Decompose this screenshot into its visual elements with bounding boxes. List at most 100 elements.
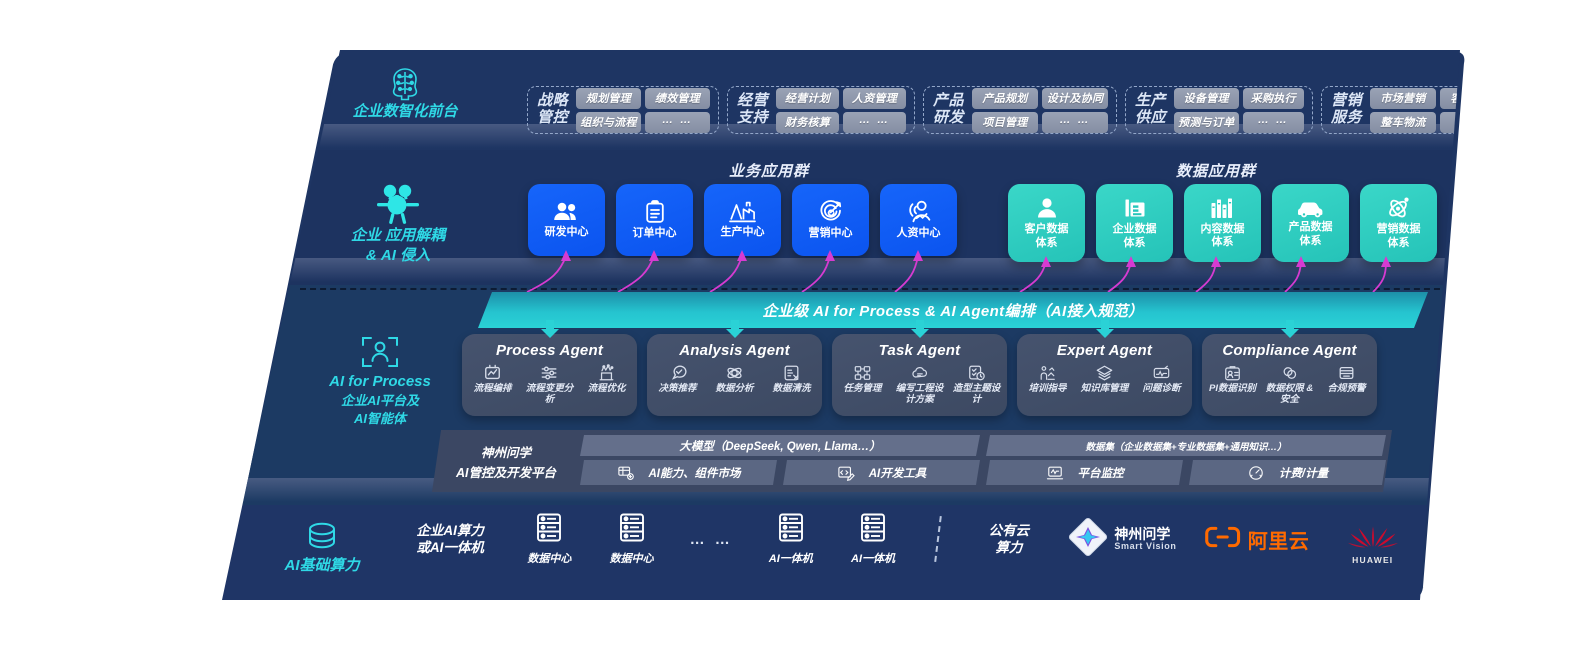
car-icon — [1296, 198, 1326, 218]
ai-orchestration-banner[interactable]: 企业级 AI for Process & AI Agent编排（AI接入规范） — [478, 292, 1428, 328]
agent-capability[interactable]: 流程编排 — [465, 364, 520, 406]
diagnose-icon — [1152, 364, 1171, 382]
domain-chip[interactable]: 绩效管理 — [645, 87, 710, 109]
platform-cell-dev-tool[interactable]: AI开发工具 — [783, 460, 980, 485]
domain-chip[interactable]: 财务核算 — [776, 111, 839, 133]
data-card-label: 客户数据 体系 — [1024, 223, 1069, 249]
aliyun-logo — [1204, 525, 1244, 554]
domain-group-strategy[interactable]: 战略 管控 规划管理 绩效管理 组织与流程 … … — [527, 86, 719, 134]
infra-node-datacenter-1[interactable]: 数据中心 — [508, 512, 590, 567]
agent-capability[interactable]: 数据分析 — [707, 364, 762, 395]
data-group-title: 数据应用群 — [1176, 163, 1257, 180]
agent-capability[interactable]: 问题诊断 — [1134, 364, 1189, 395]
platform-cell-billing[interactable]: 计费/计量 — [1189, 460, 1386, 485]
data-card-customer[interactable]: 客户数据 体系 — [1008, 184, 1085, 262]
platform-dataset-bar[interactable]: 数据集（企业数据集+专业数据集+通用知识…） — [986, 435, 1386, 456]
platform-cell-label: AI开发工具 — [868, 467, 927, 480]
rail-app-decoupling: 企业 应用解耦 & AI 侵入 — [318, 182, 478, 267]
domain-group-marketing-service[interactable]: 营销 服务 市场营销 客户关系 整车物流 … … — [1321, 86, 1460, 134]
domain-group-title: 营销 服务 — [1331, 92, 1363, 126]
domain-chip[interactable]: 整车物流 — [1370, 111, 1436, 133]
agent-capability[interactable]: 流程变更分析 — [522, 364, 577, 406]
domain-group-product-rd[interactable]: 产品 研发 产品规划 设计及协同 项目管理 … … — [923, 86, 1117, 134]
app-card-marketing-center[interactable]: 营销中心 — [792, 184, 869, 256]
agent-card-expert[interactable]: Expert Agent 培训指导 — [1017, 320, 1192, 416]
domain-chip[interactable]: 预测与订单 — [1174, 111, 1239, 133]
infra-node-ai-appliance-1[interactable]: AI一体机 — [750, 512, 832, 567]
domain-group-operations[interactable]: 经营 支持 经营计划 人资管理 财务核算 … … — [727, 86, 915, 134]
server-icon — [534, 512, 564, 549]
infra-label: AI一体机 — [768, 553, 813, 565]
infra-node-datacenter-2[interactable]: 数据中心 — [590, 512, 672, 567]
agent-card-task[interactable]: Task Agent 任务管理 — [832, 320, 1007, 416]
domain-chip[interactable]: 设备管理 — [1174, 87, 1239, 109]
logo-smart-vision[interactable]: 神州问学 Smart Vision — [1055, 517, 1189, 562]
id-card-icon — [1223, 364, 1242, 382]
agent-capability[interactable]: 决策推荐 — [650, 364, 705, 395]
app-card-hr-center[interactable]: 人资中心 — [880, 184, 957, 256]
agent-capability-label: 知识库管理 — [1080, 383, 1129, 394]
logo-huawei[interactable]: HUAWEI — [1324, 513, 1422, 565]
data-card-enterprise[interactable]: 企业数据 体系 — [1096, 184, 1173, 262]
domain-chip[interactable]: 产品规划 — [972, 87, 1038, 109]
agent-capability[interactable]: 知识库管理 — [1077, 364, 1132, 395]
infra-enterprise-compute: 企业AI算力 或AI一体机 — [392, 522, 508, 557]
decision-icon — [668, 364, 687, 382]
agent-capability[interactable]: PI数据识别 — [1205, 364, 1260, 406]
app-card-rd-center[interactable]: 研发中心 — [528, 184, 605, 256]
agent-capability[interactable]: 造型主题设计 — [949, 364, 1004, 406]
agent-capability[interactable]: 培训指导 — [1020, 364, 1075, 395]
domain-group-production-supply[interactable]: 生产 供应 设备管理 采购执行 预测与订单 … … — [1125, 86, 1313, 134]
logo-aliyun[interactable]: 阿里云 — [1190, 525, 1324, 554]
permission-icon — [1280, 364, 1299, 382]
app-decouple-icon — [318, 182, 478, 226]
data-card-label: 企业数据 体系 — [1112, 223, 1157, 249]
person-chart-icon — [906, 200, 932, 224]
platform-cell-monitor[interactable]: 平台监控 — [986, 460, 1183, 485]
domain-group-title: 生产 供应 — [1135, 92, 1167, 126]
domain-chip-more[interactable]: … … — [645, 111, 710, 133]
domain-chip[interactable]: 设计及协同 — [1042, 87, 1108, 109]
dashed-separator — [300, 288, 1450, 290]
platform-cell-label: 计费/计量 — [1278, 467, 1329, 480]
agent-card-process[interactable]: Process Agent 流程编排 — [462, 320, 637, 416]
app-card-production-center[interactable]: 生产中心 — [704, 184, 781, 256]
user-icon — [1035, 196, 1059, 220]
domain-chip-more[interactable]: … … — [843, 111, 906, 133]
domain-chip[interactable]: 市场营销 — [1370, 87, 1436, 109]
domain-chip[interactable]: 规划管理 — [576, 87, 641, 109]
data-card-product[interactable]: 产品数据 体系 — [1272, 184, 1349, 262]
agent-capability[interactable]: 合规预警 — [1319, 364, 1374, 406]
agent-capability[interactable]: 编写工程设计方案 — [892, 364, 947, 406]
app-card-order-center[interactable]: 订单中心 — [616, 184, 693, 256]
platform-right-column: 数据集（企业数据集+专业数据集+通用知识…） 平台监控 — [986, 435, 1386, 487]
infra-node-ai-appliance-2[interactable]: AI一体机 — [832, 512, 914, 567]
platform-cell-component-market[interactable]: AI能力、组件市场 — [580, 460, 777, 485]
agent-capability[interactable]: 流程优化 — [579, 364, 634, 406]
agent-card-analysis[interactable]: Analysis Agent 决策推荐 — [647, 320, 822, 416]
data-card-marketing[interactable]: 营销数据 体系 — [1360, 184, 1437, 262]
agent-capability[interactable]: 任务管理 — [835, 364, 890, 406]
platform-models-bar[interactable]: 大模型（DeepSeek, Qwen, Llama…） — [580, 435, 980, 456]
data-app-cards: 客户数据 体系 企业数据 体系 — [1008, 184, 1437, 262]
bars-icon — [1210, 197, 1235, 220]
domain-chip[interactable]: 采购执行 — [1242, 87, 1304, 109]
app-card-label: 研发中心 — [544, 225, 589, 238]
data-card-content[interactable]: 内容数据 体系 — [1184, 184, 1261, 262]
domain-chip[interactable]: 人资管理 — [843, 87, 906, 109]
domain-chip[interactable]: 组织与流程 — [576, 111, 641, 133]
domain-chip[interactable]: 项目管理 — [972, 111, 1038, 133]
domain-chip-more[interactable]: … … — [1042, 111, 1108, 133]
domain-chip[interactable]: 客户关系 — [1440, 87, 1460, 109]
cloud-doc-icon — [910, 364, 929, 382]
agent-capability[interactable]: 数据权限 & 安全 — [1262, 364, 1317, 406]
domain-chip-more[interactable]: … … — [1242, 111, 1304, 133]
agent-capability-label: 流程优化 — [587, 383, 626, 394]
brain-network-icon — [330, 66, 480, 102]
agent-card-compliance[interactable]: Compliance Agent PI数据识别 — [1202, 320, 1377, 416]
layers-icon — [1095, 364, 1114, 382]
agent-capability-label: 数据分析 — [715, 383, 754, 394]
agent-capability[interactable]: 数据清洗 — [764, 364, 819, 395]
alert-mail-icon — [1337, 364, 1356, 382]
domain-chip[interactable]: 经营计划 — [776, 87, 839, 109]
